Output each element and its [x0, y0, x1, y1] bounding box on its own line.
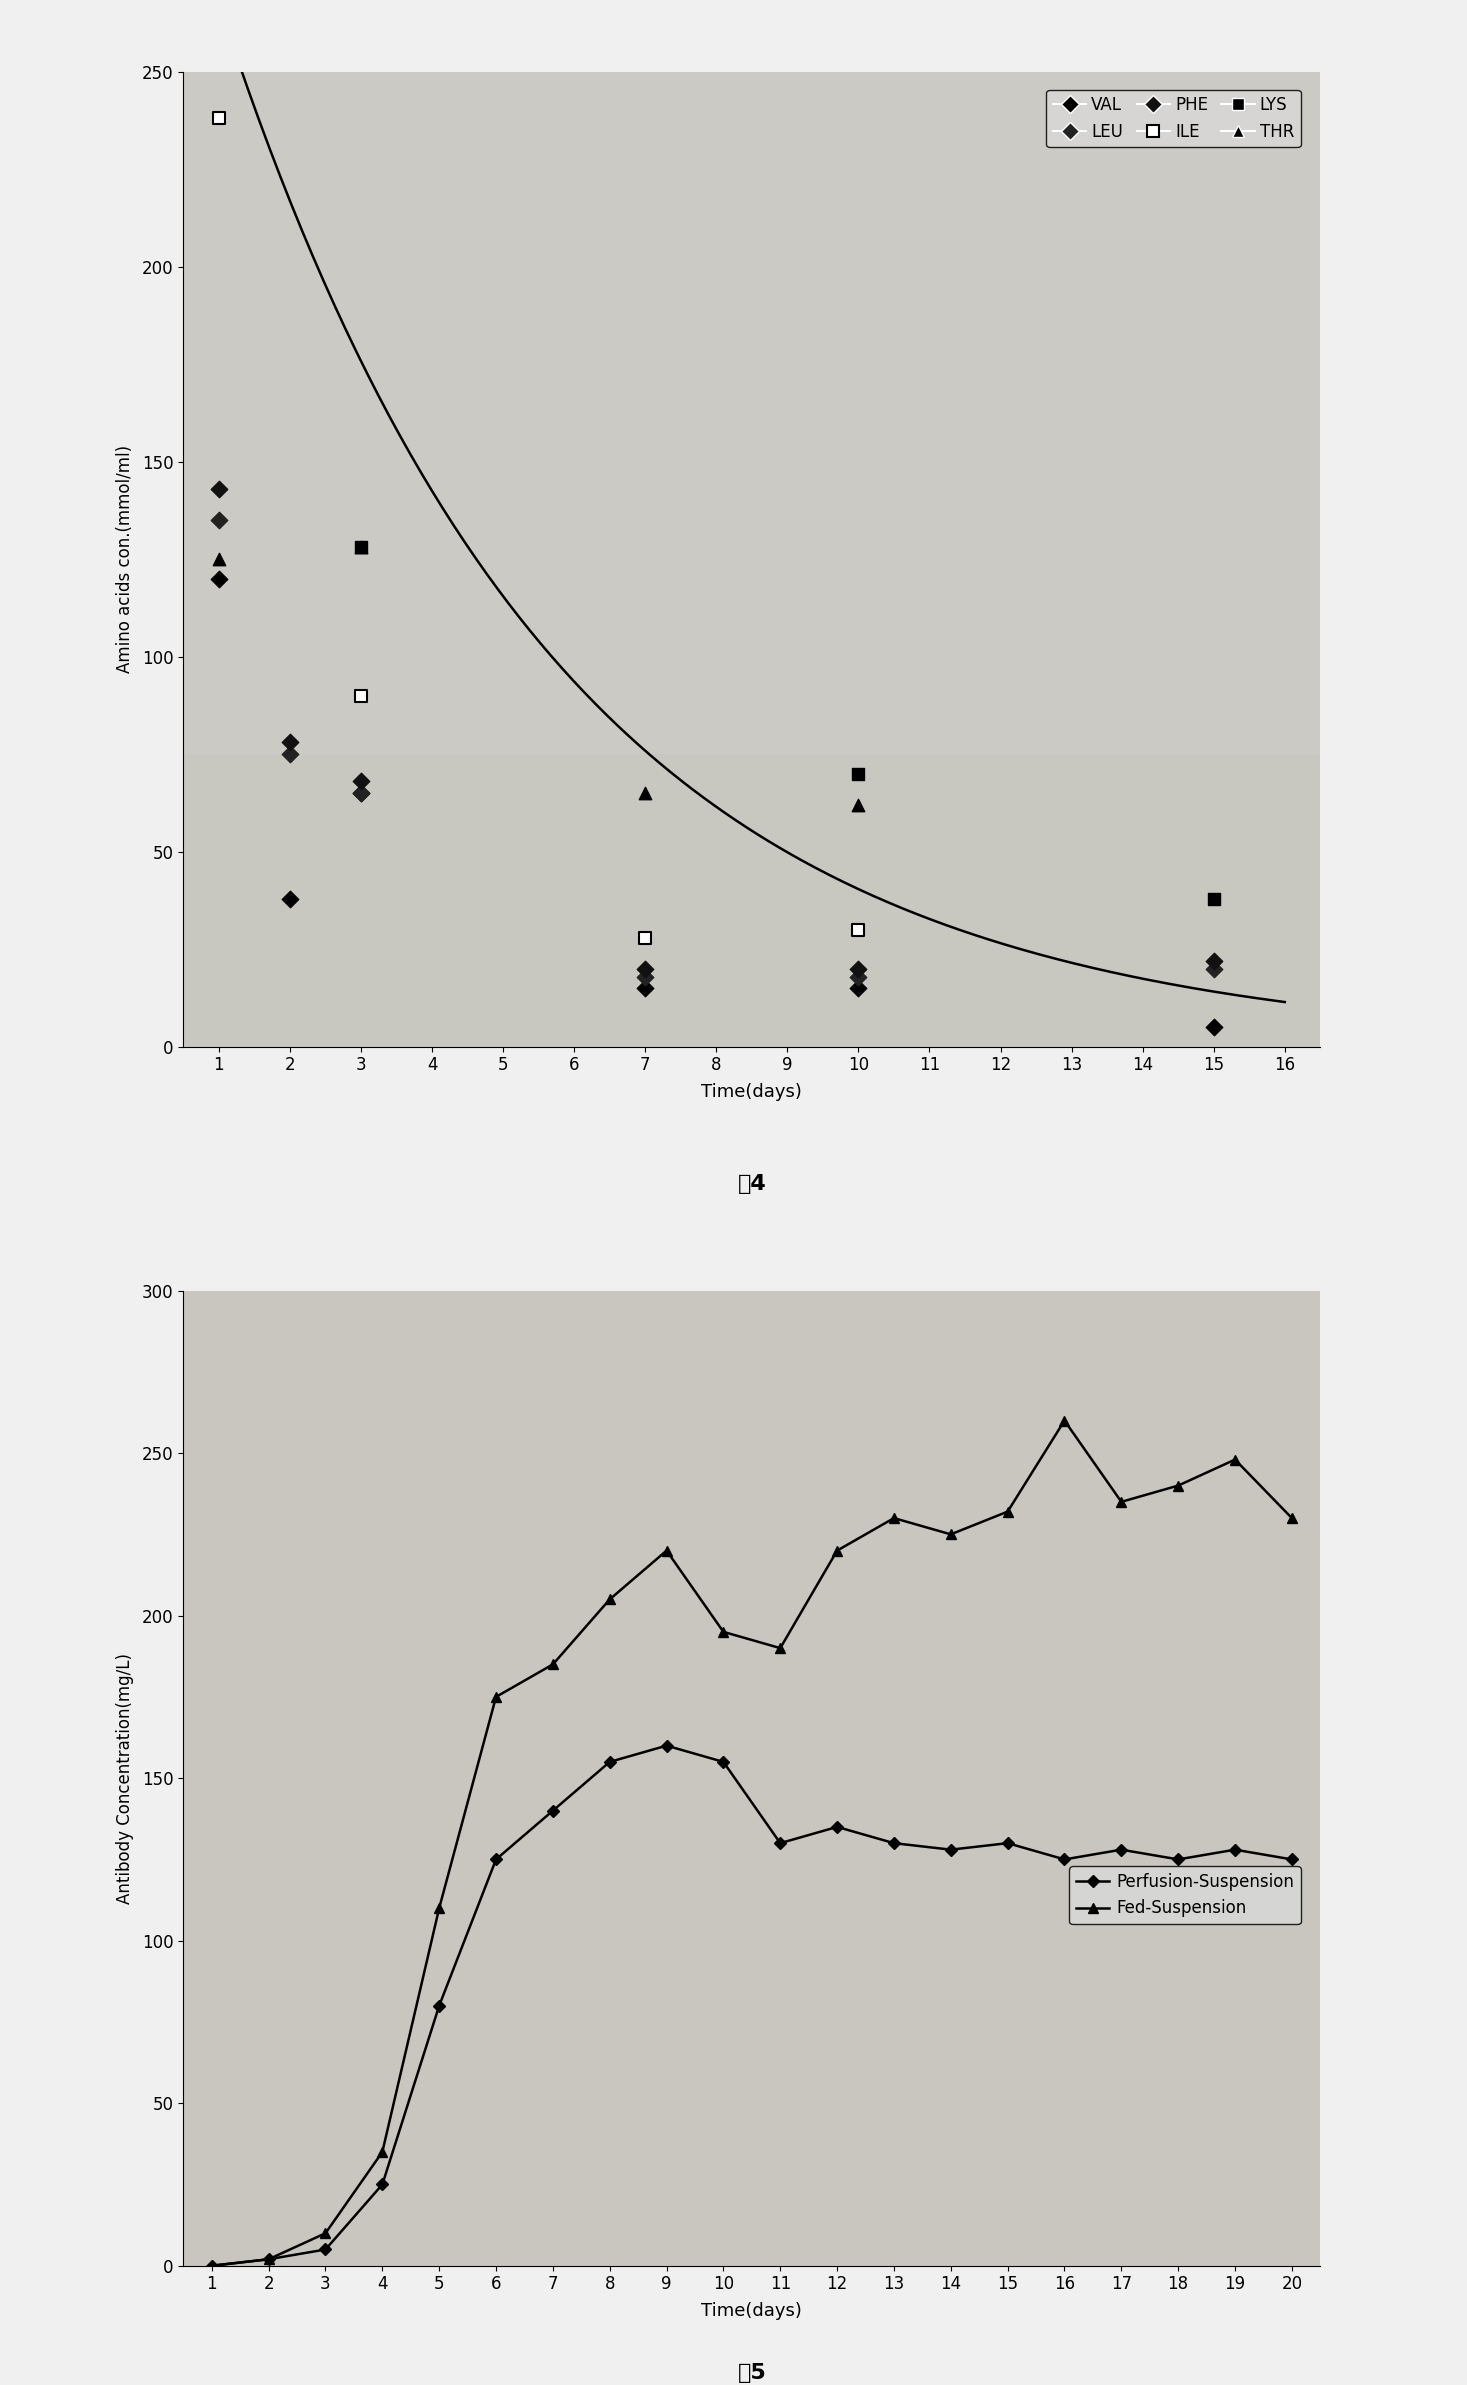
- Fed-Suspension: [1169, 1472, 1187, 1500]
- Fed-Suspension: [1112, 1488, 1130, 1517]
- ILE: [207, 100, 230, 138]
- Fed-Suspension: [829, 1536, 846, 1565]
- Perfusion-Suspension: [829, 1813, 846, 1841]
- Text: 图5: 图5: [738, 2364, 766, 2383]
- Bar: [183, 1290, 1320, 2266]
- Y-axis label: Antibody Concentration(mg/L): Antibody Concentration(mg/L): [116, 1653, 133, 1903]
- Perfusion-Suspension: [202, 2251, 220, 2280]
- VAL: [634, 968, 657, 1006]
- Perfusion-Suspension: [942, 1836, 959, 1865]
- ILE: [634, 918, 657, 956]
- LEU: [349, 775, 373, 813]
- PHE: [1201, 942, 1225, 980]
- VAL: [846, 968, 870, 1006]
- Legend: Perfusion-Suspension, Fed-Suspension: Perfusion-Suspension, Fed-Suspension: [1069, 1867, 1301, 1925]
- Fed-Suspension: [202, 2251, 220, 2280]
- ILE: [846, 911, 870, 949]
- Perfusion-Suspension: [601, 1748, 619, 1777]
- Perfusion-Suspension: [374, 2170, 392, 2199]
- PHE: [349, 763, 373, 801]
- Fed-Suspension: [714, 1617, 732, 1646]
- PHE: [634, 949, 657, 987]
- Perfusion-Suspension: [714, 1748, 732, 1777]
- Text: 图4: 图4: [738, 1173, 766, 1192]
- Fed-Suspension: [1284, 1505, 1301, 1534]
- Perfusion-Suspension: [1169, 1846, 1187, 1875]
- THR: [846, 785, 870, 823]
- X-axis label: Time(days): Time(days): [701, 2302, 802, 2321]
- Fed-Suspension: [1056, 1407, 1074, 1436]
- Perfusion-Suspension: [430, 1991, 447, 2020]
- VAL: [1201, 1009, 1225, 1047]
- Fed-Suspension: [885, 1505, 902, 1534]
- Perfusion-Suspension: [544, 1796, 562, 1825]
- Fed-Suspension: [942, 1519, 959, 1548]
- Line: Perfusion-Suspension: Perfusion-Suspension: [208, 1741, 1295, 2271]
- THR: [207, 539, 230, 577]
- Perfusion-Suspension: [1056, 1846, 1074, 1875]
- Fed-Suspension: [601, 1586, 619, 1615]
- Perfusion-Suspension: [487, 1846, 505, 1875]
- THR: [349, 529, 373, 568]
- VAL: [207, 560, 230, 599]
- LEU: [1201, 949, 1225, 987]
- Perfusion-Suspension: [772, 1829, 789, 1858]
- Perfusion-Suspension: [657, 1732, 675, 1760]
- Perfusion-Suspension: [317, 2235, 334, 2263]
- ILE: [349, 677, 373, 716]
- PHE: [279, 723, 302, 761]
- PHE: [846, 949, 870, 987]
- LYS: [349, 529, 373, 568]
- Fed-Suspension: [430, 1894, 447, 1922]
- Bar: [183, 33, 1320, 754]
- THR: [634, 775, 657, 813]
- LYS: [1201, 880, 1225, 918]
- Perfusion-Suspension: [999, 1829, 1017, 1858]
- PHE: [207, 470, 230, 508]
- LEU: [207, 501, 230, 539]
- Perfusion-Suspension: [885, 1829, 902, 1858]
- Fed-Suspension: [1226, 1445, 1244, 1474]
- Legend: VAL, LEU, PHE, ILE, LYS, THR: VAL, LEU, PHE, ILE, LYS, THR: [1046, 91, 1301, 148]
- LEU: [634, 956, 657, 995]
- LYS: [846, 754, 870, 792]
- X-axis label: Time(days): Time(days): [701, 1083, 802, 1102]
- Perfusion-Suspension: [1226, 1836, 1244, 1865]
- Line: Fed-Suspension: Fed-Suspension: [207, 1417, 1297, 2271]
- Fed-Suspension: [260, 2244, 277, 2273]
- VAL: [349, 775, 373, 813]
- Fed-Suspension: [544, 1650, 562, 1679]
- LEU: [846, 956, 870, 995]
- Fed-Suspension: [657, 1536, 675, 1565]
- Perfusion-Suspension: [1112, 1836, 1130, 1865]
- LEU: [279, 735, 302, 773]
- Perfusion-Suspension: [260, 2244, 277, 2273]
- Perfusion-Suspension: [1284, 1846, 1301, 1875]
- Fed-Suspension: [772, 1634, 789, 1662]
- Fed-Suspension: [999, 1498, 1017, 1526]
- Y-axis label: Amino acids con.(mmol/ml): Amino acids con.(mmol/ml): [116, 446, 133, 673]
- Fed-Suspension: [487, 1681, 505, 1710]
- VAL: [279, 880, 302, 918]
- Fed-Suspension: [317, 2218, 334, 2247]
- Fed-Suspension: [374, 2137, 392, 2166]
